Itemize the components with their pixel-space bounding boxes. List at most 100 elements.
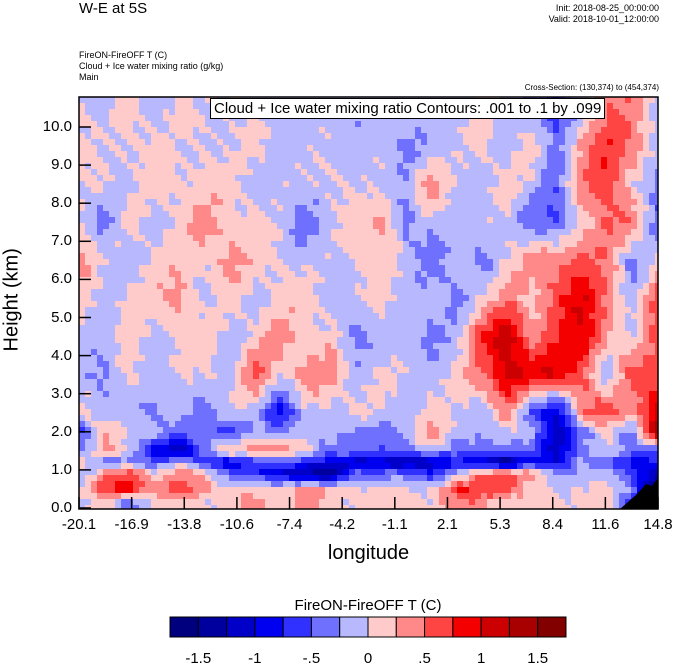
heatmap-cell <box>553 295 559 301</box>
heatmap-cell <box>499 145 505 151</box>
heatmap-cell <box>517 331 523 337</box>
heatmap-cell <box>529 145 535 151</box>
heatmap-cell <box>187 391 193 397</box>
heatmap-cell <box>589 259 595 265</box>
heatmap-cell <box>475 217 481 223</box>
heatmap-cell <box>103 337 109 343</box>
heatmap-cell <box>157 109 163 115</box>
heatmap-cell <box>121 361 127 367</box>
heatmap-cell <box>637 175 643 181</box>
heatmap-cell <box>145 289 151 295</box>
heatmap-cell <box>151 277 157 283</box>
heatmap-cell <box>223 121 229 127</box>
heatmap-cell <box>385 355 391 361</box>
heatmap-cell <box>421 325 427 331</box>
heatmap-cell <box>487 163 493 169</box>
heatmap-cell <box>571 325 577 331</box>
heatmap-cell <box>271 307 277 313</box>
heatmap-cell <box>535 313 541 319</box>
heatmap-cell <box>523 385 529 391</box>
heatmap-cell <box>577 157 583 163</box>
heatmap-cell <box>127 355 133 361</box>
heatmap-cell <box>259 337 265 343</box>
heatmap-cell <box>619 283 625 289</box>
heatmap-cell <box>259 289 265 295</box>
heatmap-cell <box>217 295 223 301</box>
heatmap-cell <box>205 259 211 265</box>
heatmap-cell <box>403 151 409 157</box>
heatmap-cell <box>109 361 115 367</box>
heatmap-cell <box>619 157 625 163</box>
heatmap-cell <box>619 385 625 391</box>
heatmap-cell <box>601 223 607 229</box>
heatmap-cell <box>529 385 535 391</box>
heatmap-cell <box>493 241 499 247</box>
heatmap-cell <box>151 397 157 403</box>
heatmap-cell <box>397 355 403 361</box>
heatmap-cell <box>265 229 271 235</box>
heatmap-cell <box>307 223 313 229</box>
heatmap-cell <box>631 193 637 199</box>
heatmap-cell <box>487 121 493 127</box>
heatmap-cell <box>145 139 151 145</box>
heatmap-cell <box>277 133 283 139</box>
heatmap-cell <box>241 295 247 301</box>
heatmap-cell <box>343 265 349 271</box>
heatmap-cell <box>499 349 505 355</box>
heatmap-cell <box>361 289 367 295</box>
heatmap-cell <box>475 307 481 313</box>
heatmap-cell <box>193 115 199 121</box>
heatmap-cell <box>175 343 181 349</box>
heatmap-cell <box>151 175 157 181</box>
heatmap-cell <box>583 229 589 235</box>
heatmap-cell <box>553 187 559 193</box>
heatmap-cell <box>175 349 181 355</box>
heatmap-cell <box>607 97 613 103</box>
heatmap-cell <box>199 349 205 355</box>
heatmap-cell <box>139 313 145 319</box>
heatmap-cell <box>241 169 247 175</box>
heatmap-cell <box>277 223 283 229</box>
heatmap-cell <box>367 307 373 313</box>
heatmap-cell <box>307 145 313 151</box>
heatmap-cell <box>79 265 85 271</box>
heatmap-cell <box>325 319 331 325</box>
heatmap-cell <box>607 325 613 331</box>
heatmap-cell <box>301 163 307 169</box>
heatmap-cell <box>223 199 229 205</box>
heatmap-cell <box>337 241 343 247</box>
heatmap-cell <box>313 265 319 271</box>
heatmap-cell <box>91 115 97 121</box>
heatmap-cell <box>481 163 487 169</box>
heatmap-cell <box>271 301 277 307</box>
heatmap-cell <box>577 397 583 403</box>
heatmap-cell <box>121 205 127 211</box>
heatmap-cell <box>235 241 241 247</box>
heatmap-cell <box>571 223 577 229</box>
heatmap-cell <box>295 331 301 337</box>
heatmap-cell <box>289 265 295 271</box>
heatmap-cell <box>295 211 301 217</box>
heatmap-cell <box>265 337 271 343</box>
heatmap-cell <box>277 331 283 337</box>
heatmap-cell <box>199 223 205 229</box>
heatmap-cell <box>283 205 289 211</box>
heatmap-cell <box>313 121 319 127</box>
heatmap-cell <box>625 223 631 229</box>
heatmap-cell <box>337 259 343 265</box>
heatmap-cell <box>625 379 631 385</box>
heatmap-cell <box>121 391 127 397</box>
heatmap-cell <box>127 253 133 259</box>
heatmap-cell <box>193 151 199 157</box>
heatmap-cell <box>103 403 109 409</box>
heatmap-cell <box>319 325 325 331</box>
heatmap-cell <box>193 109 199 115</box>
heatmap-cell <box>121 331 127 337</box>
heatmap-cell <box>379 241 385 247</box>
heatmap-cell <box>421 217 427 223</box>
heatmap-cell <box>553 301 559 307</box>
heatmap-cell <box>541 181 547 187</box>
heatmap-cell <box>115 331 121 337</box>
heatmap-cell <box>433 301 439 307</box>
heatmap-cell <box>589 199 595 205</box>
